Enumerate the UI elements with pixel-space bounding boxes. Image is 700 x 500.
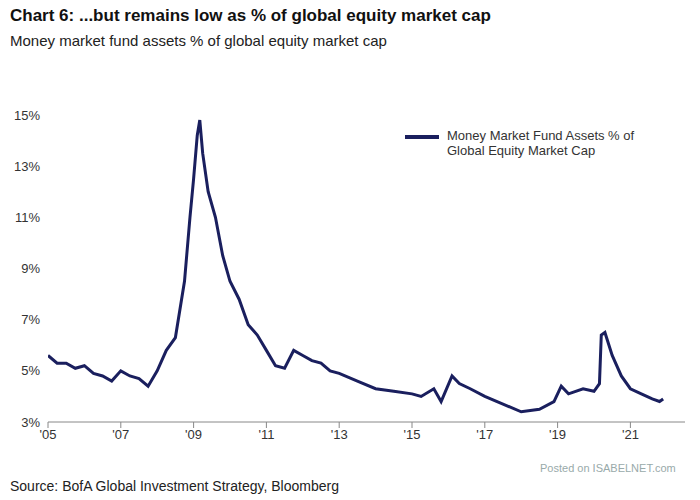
svg-text:5%: 5%: [21, 363, 40, 378]
svg-text:'11: '11: [258, 427, 274, 442]
html-text:Source: BofA Global Investment: Source: BofA Global Investment Strategy,…: [10, 478, 339, 494]
svg-text:'17: '17: [476, 427, 493, 442]
svg-text:'15: '15: [404, 427, 421, 442]
svg-text:'21: '21: [622, 427, 639, 442]
svg-text:13%: 13%: [14, 159, 40, 174]
svg-text:'05: '05: [40, 427, 57, 442]
svg-text:9%: 9%: [21, 261, 40, 276]
svg-text:3%: 3%: [21, 415, 40, 430]
svg-text:'13: '13: [331, 427, 348, 442]
html-text:Money market fund assets % of: Money market fund assets % of global equ…: [10, 32, 387, 49]
svg-text:'09: '09: [185, 427, 202, 442]
html-text:Money Market Fund Assets % of: Money Market Fund Assets % of Global Equ…: [447, 128, 635, 158]
svg-text:7%: 7%: [21, 312, 40, 327]
svg-text:15%: 15%: [14, 108, 40, 123]
svg-text:'19: '19: [549, 427, 566, 442]
html-text:Chart 6: ...but remains low as: Chart 6: ...but remains low as % of glob…: [10, 6, 491, 25]
svg-text:11%: 11%: [15, 210, 40, 225]
svg-text:'07: '07: [112, 427, 129, 442]
html-text:Posted on ISABELNET.com: Posted on ISABELNET.com: [540, 462, 676, 474]
